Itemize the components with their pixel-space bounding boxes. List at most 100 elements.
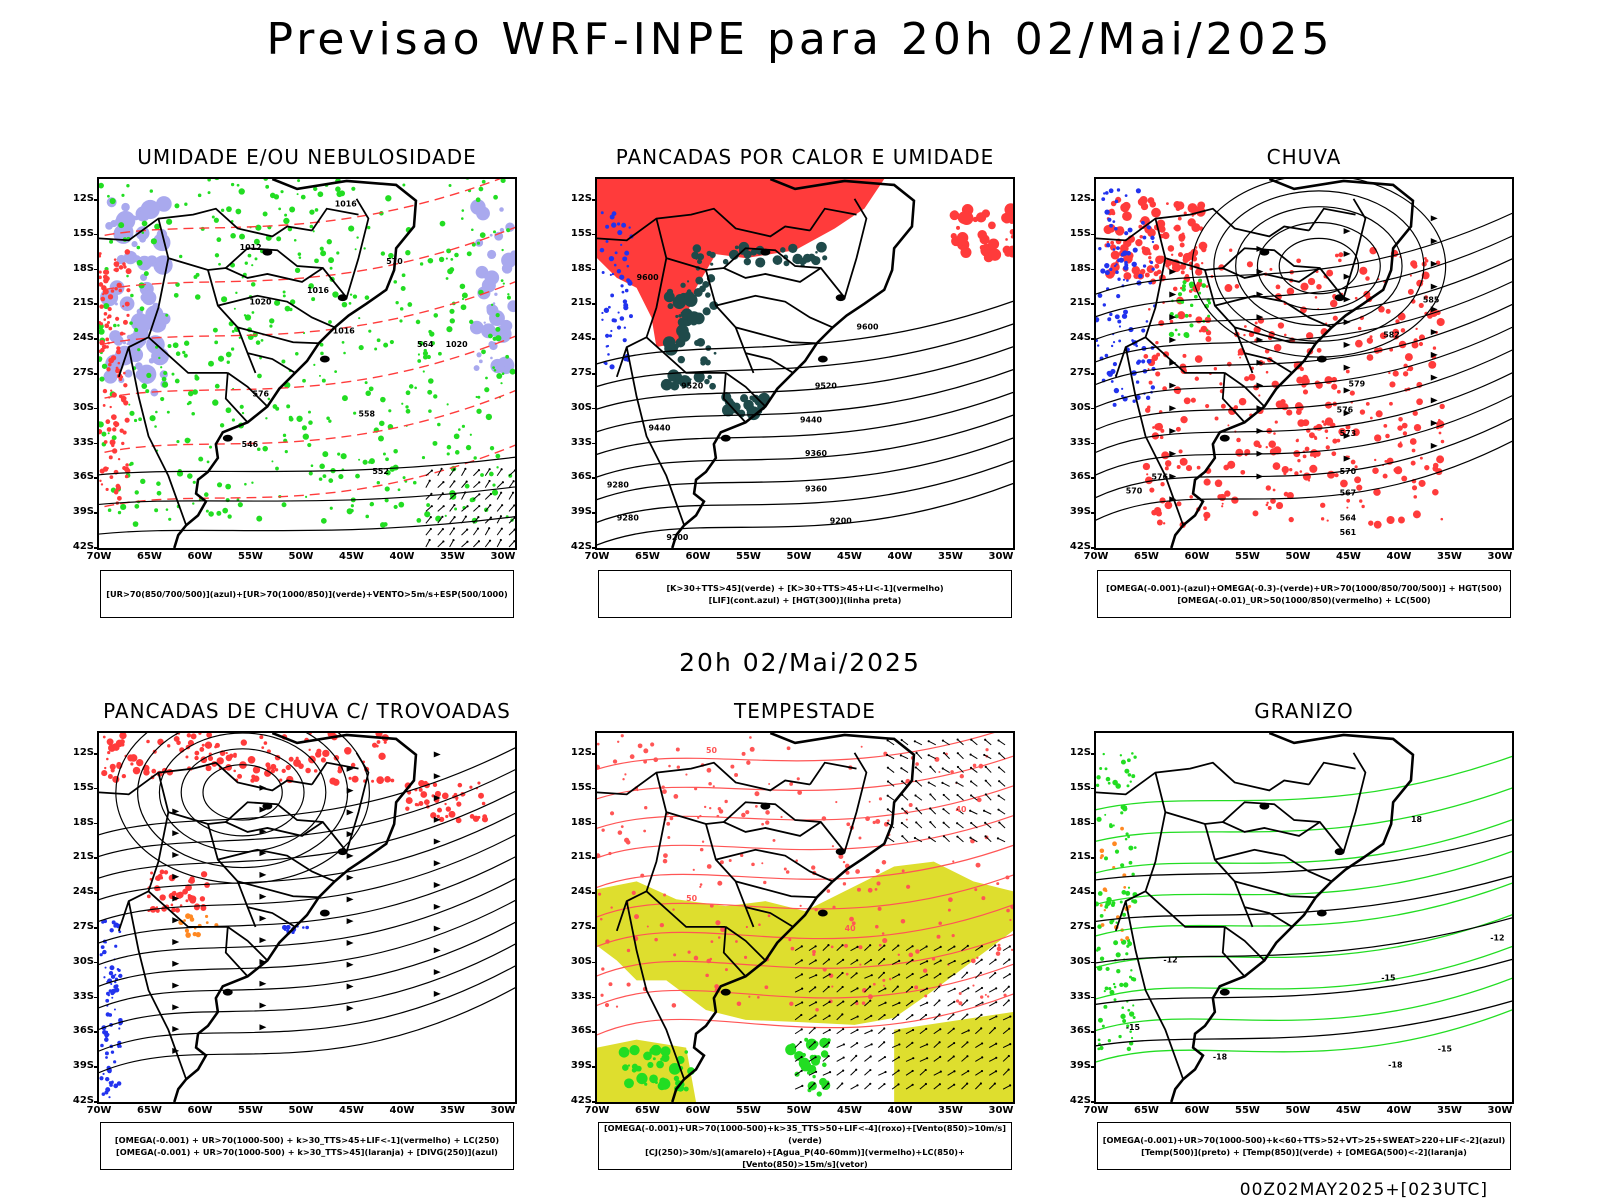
latitude-label: 42S xyxy=(1069,1095,1091,1106)
latitude-tick xyxy=(592,1031,596,1033)
latitude-tick xyxy=(1091,753,1095,755)
contour-label: 9280 xyxy=(607,481,630,490)
panel-title: PANCADAS POR CALOR E UMIDADE xyxy=(615,145,995,169)
longitude-label: 70W xyxy=(86,551,112,562)
legend-line: [Temp(500)](preto) + [Temp(850)](verde) … xyxy=(1141,1147,1467,1157)
latitude-label: 21S xyxy=(72,297,94,309)
latitude-label: 24S xyxy=(570,332,592,344)
legend-line: [OMEGA(-0.001) + UR>70(1000-500) + k>30_… xyxy=(114,1135,500,1145)
latitude-tick xyxy=(592,512,596,514)
longitude-label: 60W xyxy=(187,1105,213,1116)
map-frame: 50 40 50 40 xyxy=(595,731,1015,1104)
latitude-tick xyxy=(1091,199,1095,201)
map-plot: -12 -15 -12 -18 -15 -18 -15 18 xyxy=(1096,733,1512,1102)
latitude-tick xyxy=(1091,233,1095,236)
latitude-tick xyxy=(592,268,596,271)
latitude-label: 18S xyxy=(570,262,592,274)
longitude-label: 55W xyxy=(736,551,761,562)
map-frame: 585 582 579 576 573 570 567 564 561 576 570 xyxy=(1094,177,1514,550)
map-plot: 585 582 579 576 573 570 567 564 561 576 570 xyxy=(1096,179,1512,548)
panel-title: PANCADAS DE CHUVA C/ TROVOADAS xyxy=(103,699,511,723)
longitude-label: 55W xyxy=(736,1105,761,1116)
latitude-label: 27S xyxy=(570,367,592,378)
legend-line: [UR>70(850/700/500)](azul)+[UR>70(1000/8… xyxy=(106,589,508,599)
latitude-tick xyxy=(1091,547,1095,549)
latitude-label: 12S xyxy=(570,747,592,758)
streamlines xyxy=(1096,212,1512,521)
latitude-tick xyxy=(1091,857,1095,859)
longitude-label: 70W xyxy=(1083,1105,1109,1116)
longitude-label: 45W xyxy=(837,1105,862,1116)
longitude-label: 60W xyxy=(187,551,213,562)
latitude-label: 36S xyxy=(1069,471,1091,483)
basemap-borders xyxy=(1096,733,1415,1102)
latitude-tick xyxy=(592,996,596,999)
latitude-label: 27S xyxy=(72,367,94,378)
latitude-label: 33S xyxy=(570,436,592,448)
contour-label: 9600 xyxy=(857,322,880,331)
panel-title: TEMPESTADE xyxy=(734,699,876,723)
latitude-label: 24S xyxy=(1069,332,1091,344)
latitude-tick xyxy=(1091,407,1095,410)
latitude-tick xyxy=(1091,512,1095,514)
latitude-tick xyxy=(94,857,98,859)
contour-label: 1016 xyxy=(307,286,330,295)
contour-label: 9200 xyxy=(830,516,853,525)
latitude-label: 39S xyxy=(570,506,592,518)
latitude-label: 30S xyxy=(570,401,592,413)
lc250-streamlines xyxy=(99,747,515,1074)
run-time-label: 00Z02MAY2025+[023UTC] xyxy=(1239,1180,1488,1200)
latitude-tick xyxy=(1091,927,1095,929)
latitude-tick xyxy=(94,407,98,410)
longitude-label: 30W xyxy=(1487,551,1513,562)
latitude-tick xyxy=(1091,787,1095,790)
longitude-label: 30W xyxy=(988,1105,1014,1116)
contour-label: 9440 xyxy=(649,423,672,432)
latitude-tick xyxy=(94,927,98,929)
latitude-label: 42S xyxy=(72,1095,94,1106)
wind850-vectors-north xyxy=(886,738,1006,843)
latitude-label: 18S xyxy=(72,262,94,274)
latitude-label: 15S xyxy=(1069,781,1091,793)
longitude-label: 55W xyxy=(1235,1105,1260,1116)
panel-title: CHUVA xyxy=(1266,145,1342,169)
longitude-label: 65W xyxy=(137,551,162,562)
contour-label: 1020 xyxy=(446,340,469,349)
longitude-label: 40W xyxy=(1386,551,1412,562)
latitude-label: 24S xyxy=(1069,886,1091,898)
latitude-tick xyxy=(592,787,596,790)
latitude-label: 39S xyxy=(570,1060,592,1072)
longitude-label: 65W xyxy=(137,1105,162,1116)
latitude-label: 21S xyxy=(570,297,592,309)
latitude-tick xyxy=(1091,442,1095,445)
contour-label: -12 xyxy=(1490,934,1504,943)
legend-line: [K>30+TTS>45](verde) + [K>30+TTS>45+LI<-… xyxy=(666,583,944,593)
legend-line: [OMEGA(-0.01)_UR>50(1000/850)(vermelho) … xyxy=(1177,595,1431,605)
latitude-tick xyxy=(94,373,98,375)
legend-line: [OMEGA(-0.001)-(azul)+OMEGA(-0.3)-(verde… xyxy=(1106,583,1502,593)
longitude-label: 65W xyxy=(1134,1105,1159,1116)
wind-vectors xyxy=(425,467,515,548)
legend-line: [LIF](cont.azul) + [HGT(300)](linha pret… xyxy=(708,595,902,605)
basemap-borders xyxy=(99,733,418,1102)
longitude-label: 65W xyxy=(1134,551,1159,562)
latitude-tick xyxy=(1091,268,1095,271)
latitude-tick xyxy=(94,961,98,964)
latitude-label: 42S xyxy=(72,541,94,552)
humidity-red-area xyxy=(99,249,132,505)
latitude-label: 15S xyxy=(72,227,94,239)
contour-label: 9360 xyxy=(805,485,828,494)
map-frame xyxy=(97,731,517,1104)
latitude-tick xyxy=(592,233,596,236)
longitude-label: 40W xyxy=(887,551,913,562)
convection-green-south xyxy=(721,391,771,421)
longitude-label: 50W xyxy=(786,1105,812,1116)
contour-label: 1016 xyxy=(333,326,356,335)
basemap-borders xyxy=(99,179,418,548)
longitude-label: 40W xyxy=(389,551,415,562)
latitude-label: 12S xyxy=(1069,193,1091,204)
latitude-label: 12S xyxy=(570,193,592,204)
longitude-label: 30W xyxy=(490,1105,516,1116)
latitude-tick xyxy=(592,407,596,410)
contour-label: 576 xyxy=(253,390,270,399)
